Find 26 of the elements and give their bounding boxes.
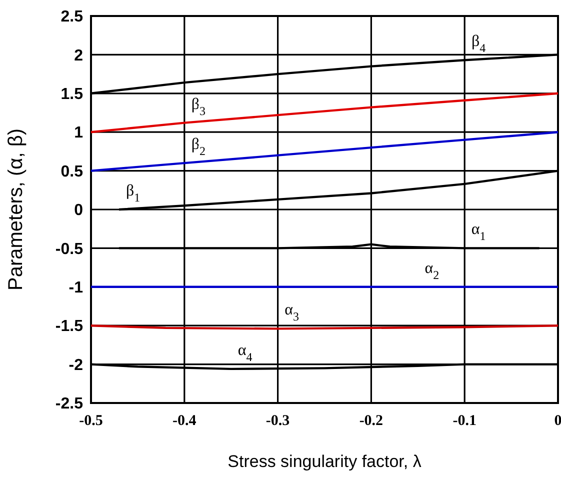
annotation: β$_{1}$ bbox=[126, 182, 140, 204]
y-tick-label: -2.5 bbox=[55, 396, 84, 413]
y-tick-label: -1 bbox=[68, 280, 84, 296]
annotation: β$_{2}$ bbox=[191, 136, 206, 158]
y-tick-label: 0.5 bbox=[60, 163, 84, 180]
y-tick-label: 1.5 bbox=[60, 86, 84, 103]
y-tick-label: 2 bbox=[74, 47, 84, 64]
x-axis-title: Stress singularity factor, λ bbox=[228, 452, 422, 471]
y-tick-label: 1 bbox=[74, 124, 84, 142]
y-tick-label: 2.5 bbox=[60, 8, 84, 26]
y-tick-label: -2 bbox=[68, 356, 84, 374]
x-tick-label: -0.2 bbox=[359, 413, 384, 429]
x-tick-label: -0.3 bbox=[266, 413, 290, 429]
x-tick-label: 0 bbox=[554, 413, 561, 429]
y-axis-title: Parameters, (α, β) bbox=[5, 128, 27, 290]
x-tick-label: -0.1 bbox=[452, 413, 476, 429]
y-tick-label: 0 bbox=[74, 202, 84, 220]
annotation: α$_{4}$ bbox=[238, 342, 252, 364]
y-tick-label: -1.5 bbox=[55, 318, 84, 336]
annotation: β$_{3}$ bbox=[191, 95, 206, 118]
annotation: β$_{4}$ bbox=[472, 32, 486, 55]
x-tick-label: -0.4 bbox=[172, 413, 197, 429]
y-tick-label: -0.5 bbox=[55, 240, 84, 258]
annotation: α$_{2}$ bbox=[424, 260, 440, 282]
annotation: α$_{1}$ bbox=[471, 220, 486, 243]
annotation: α$_{3}$ bbox=[284, 301, 299, 324]
